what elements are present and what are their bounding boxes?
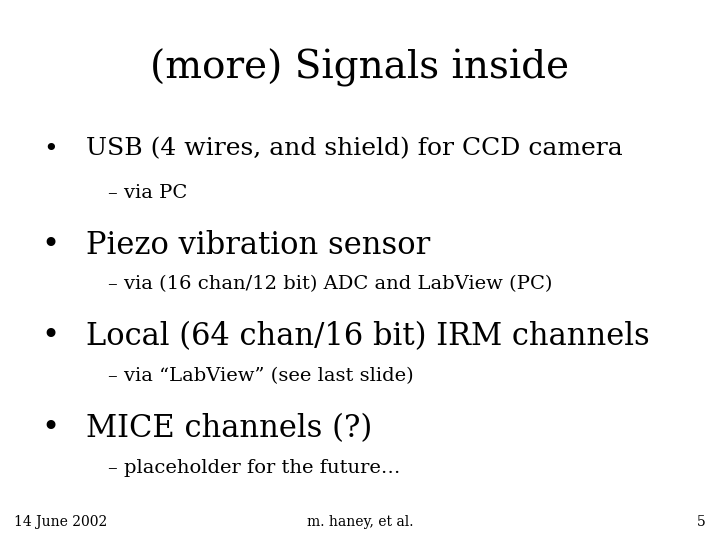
Text: 5: 5 bbox=[697, 515, 706, 529]
Text: m. haney, et al.: m. haney, et al. bbox=[307, 515, 413, 529]
Text: MICE channels (?): MICE channels (?) bbox=[86, 413, 373, 444]
Text: Piezo vibration sensor: Piezo vibration sensor bbox=[86, 230, 431, 260]
Text: •: • bbox=[41, 230, 60, 260]
Text: 14 June 2002: 14 June 2002 bbox=[14, 515, 108, 529]
Text: – placeholder for the future…: – placeholder for the future… bbox=[108, 459, 400, 477]
Text: (more) Signals inside: (more) Signals inside bbox=[150, 49, 570, 87]
Text: USB (4 wires, and shield) for CCD camera: USB (4 wires, and shield) for CCD camera bbox=[86, 138, 623, 161]
Text: •: • bbox=[43, 138, 58, 161]
Text: Local (64 chan/16 bit) IRM channels: Local (64 chan/16 bit) IRM channels bbox=[86, 321, 650, 352]
Text: – via “LabView” (see last slide): – via “LabView” (see last slide) bbox=[108, 367, 413, 385]
Text: •: • bbox=[41, 321, 60, 352]
Text: – via PC: – via PC bbox=[108, 184, 187, 201]
Text: – via (16 chan/12 bit) ADC and LabView (PC): – via (16 chan/12 bit) ADC and LabView (… bbox=[108, 275, 552, 293]
Text: •: • bbox=[41, 413, 60, 444]
